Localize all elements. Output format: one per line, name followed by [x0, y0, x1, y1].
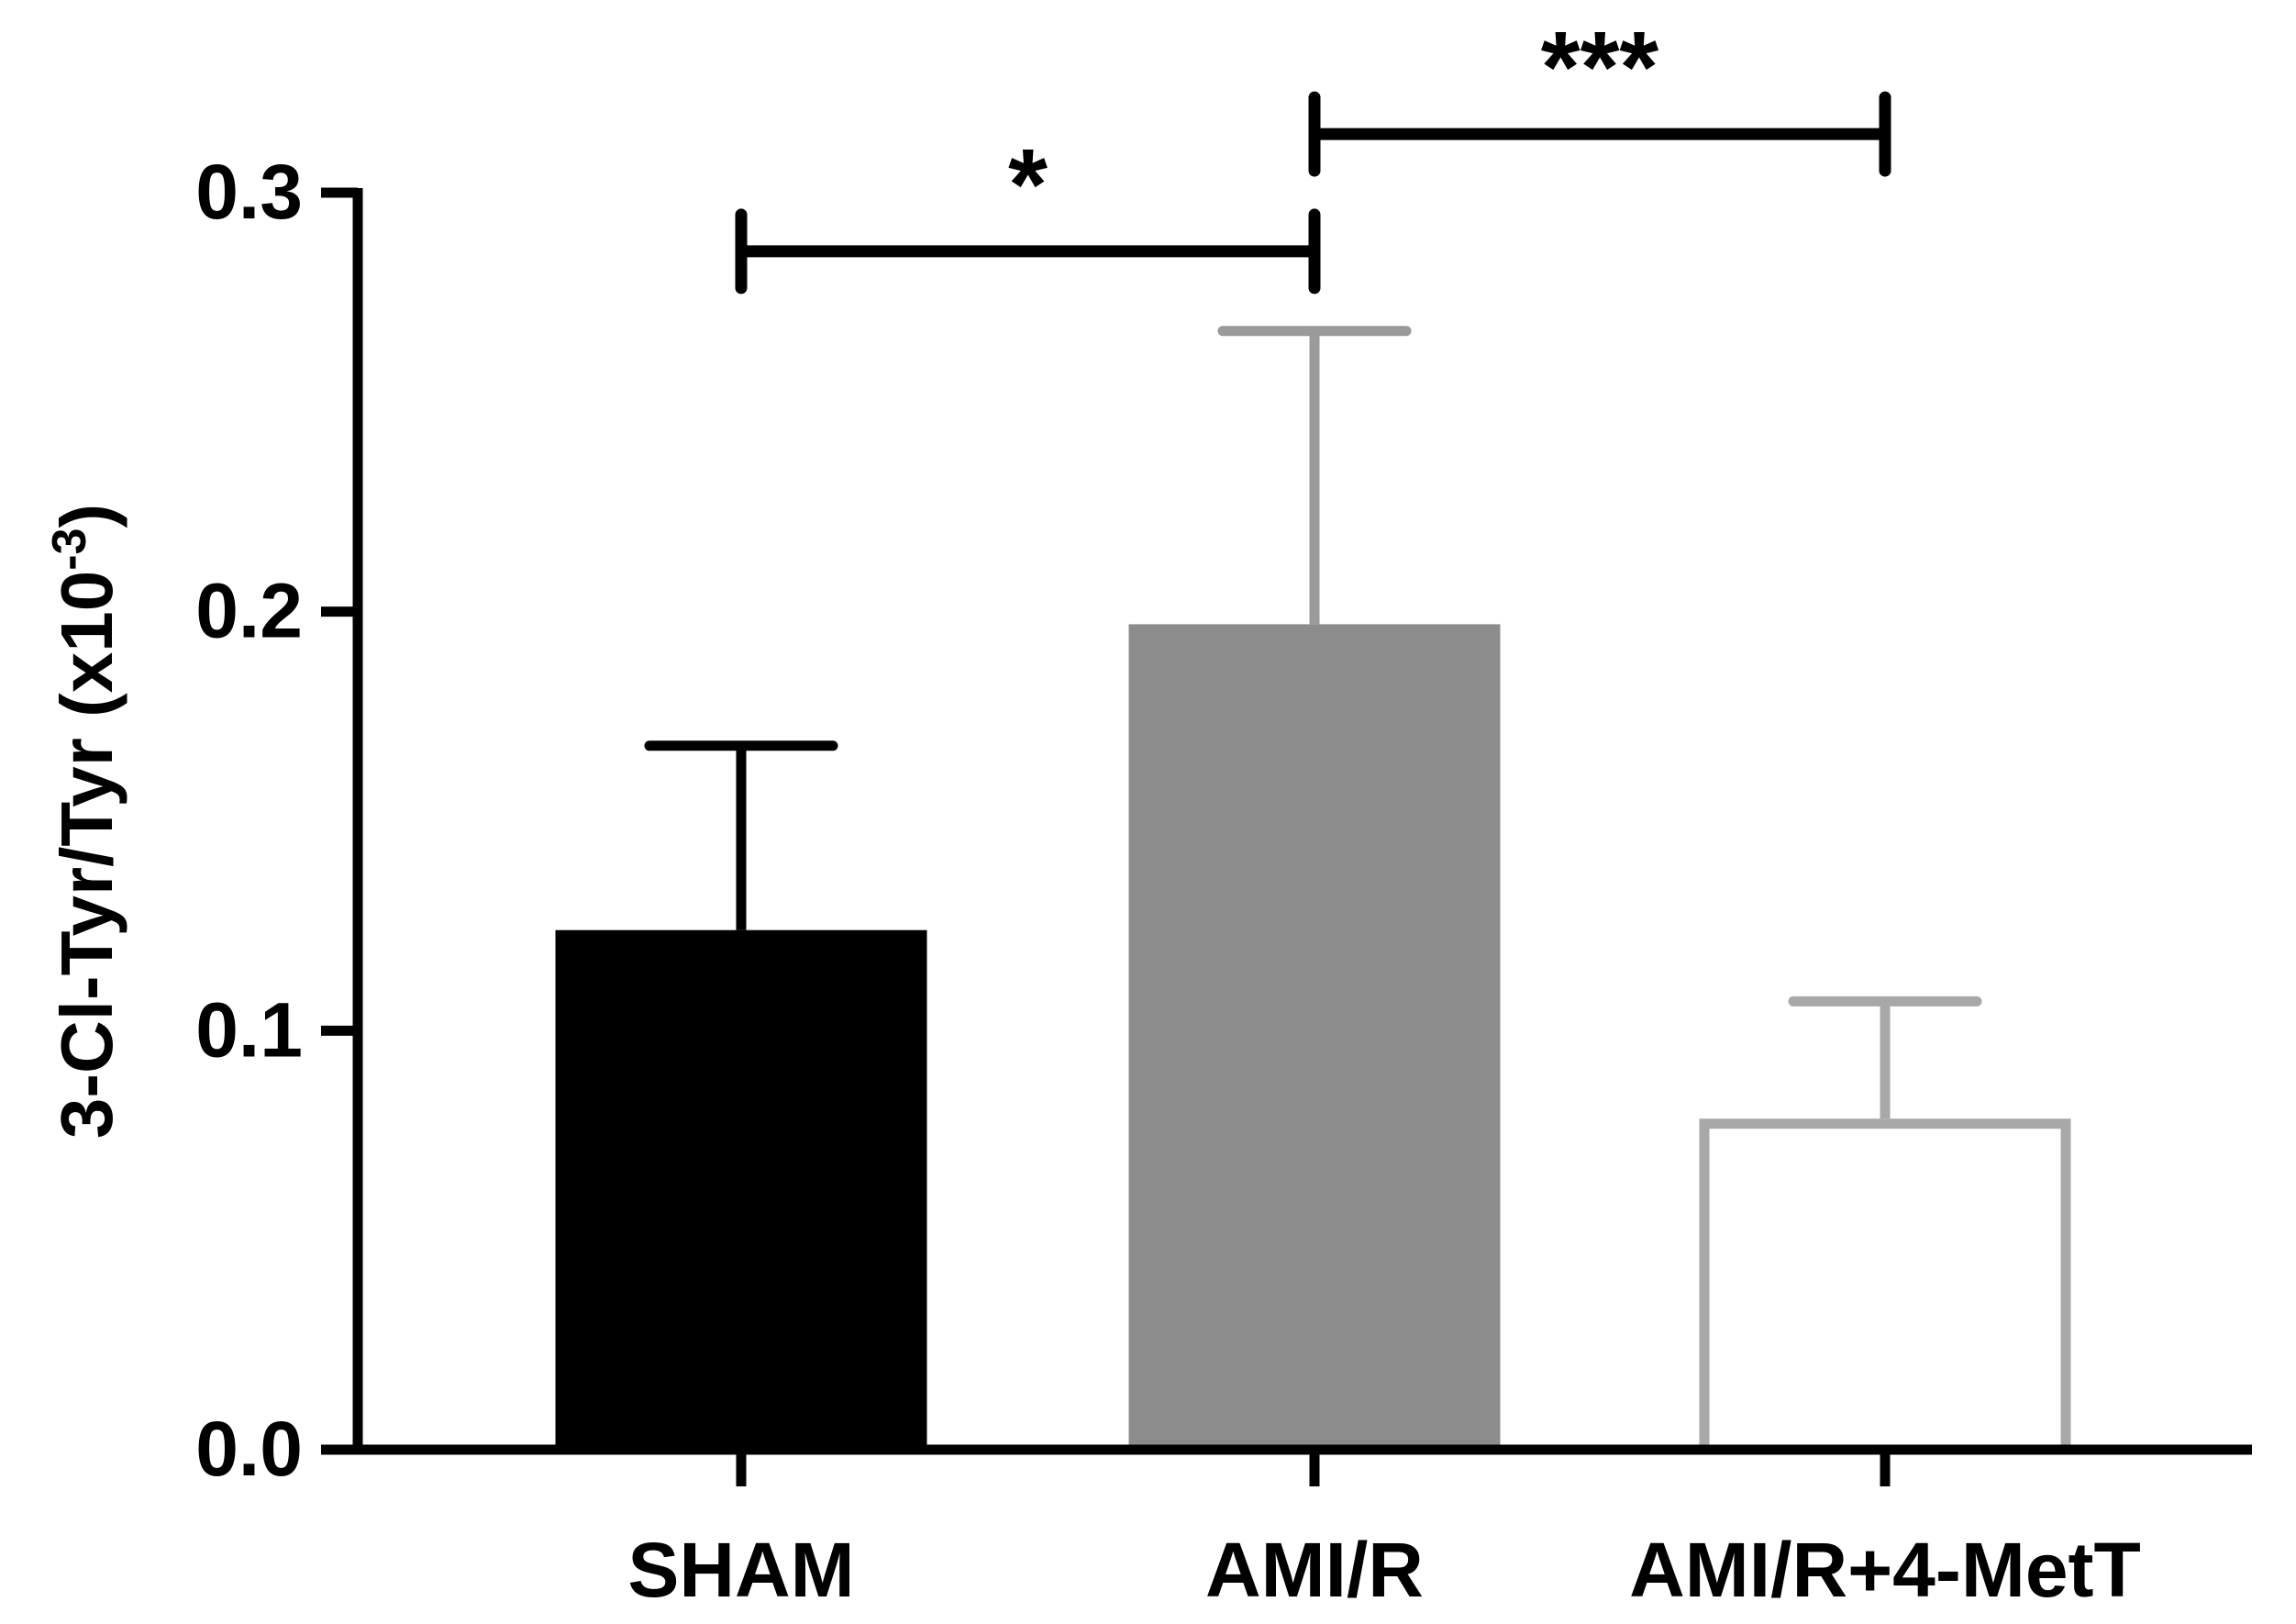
y-tick-label: 0.1: [195, 986, 303, 1073]
error-bars-layer: [644, 326, 1982, 1119]
y-tick-label: 0.3: [195, 149, 303, 235]
bar-ami-r-4-mett: [1699, 1118, 2071, 1455]
axes-layer: [321, 187, 2252, 1486]
significance-layer: ****: [735, 11, 1891, 295]
bar-ami-r: [1128, 624, 1501, 1450]
y-axis-title-superscript: -3: [43, 528, 96, 570]
labels-layer: 0.0 0.1 0.2 0.3 SHAM AMI/R AMI/R+4-MetT 3-Cl-Ty…: [43, 149, 2141, 1613]
y-axis-title-main: 3-Cl-Tyr/Tyr (x10: [46, 571, 128, 1139]
x-tick-label: AMI/R: [1205, 1527, 1424, 1613]
y-tick-label: 0.0: [195, 1406, 303, 1492]
y-axis-title: 3-Cl-Tyr/Tyr (x10-3): [43, 504, 128, 1139]
y-axis-title-close: ): [46, 504, 128, 528]
y-tick-label: 0.2: [195, 568, 303, 654]
bars-layer: [555, 624, 2071, 1455]
significance-label: ***: [1541, 11, 1659, 124]
x-tick-label: AMI/R+4-MetT: [1629, 1527, 2141, 1613]
x-tick-label: SHAM: [627, 1527, 854, 1613]
significance-label: *: [1008, 128, 1048, 241]
bar-sham: [555, 929, 927, 1450]
